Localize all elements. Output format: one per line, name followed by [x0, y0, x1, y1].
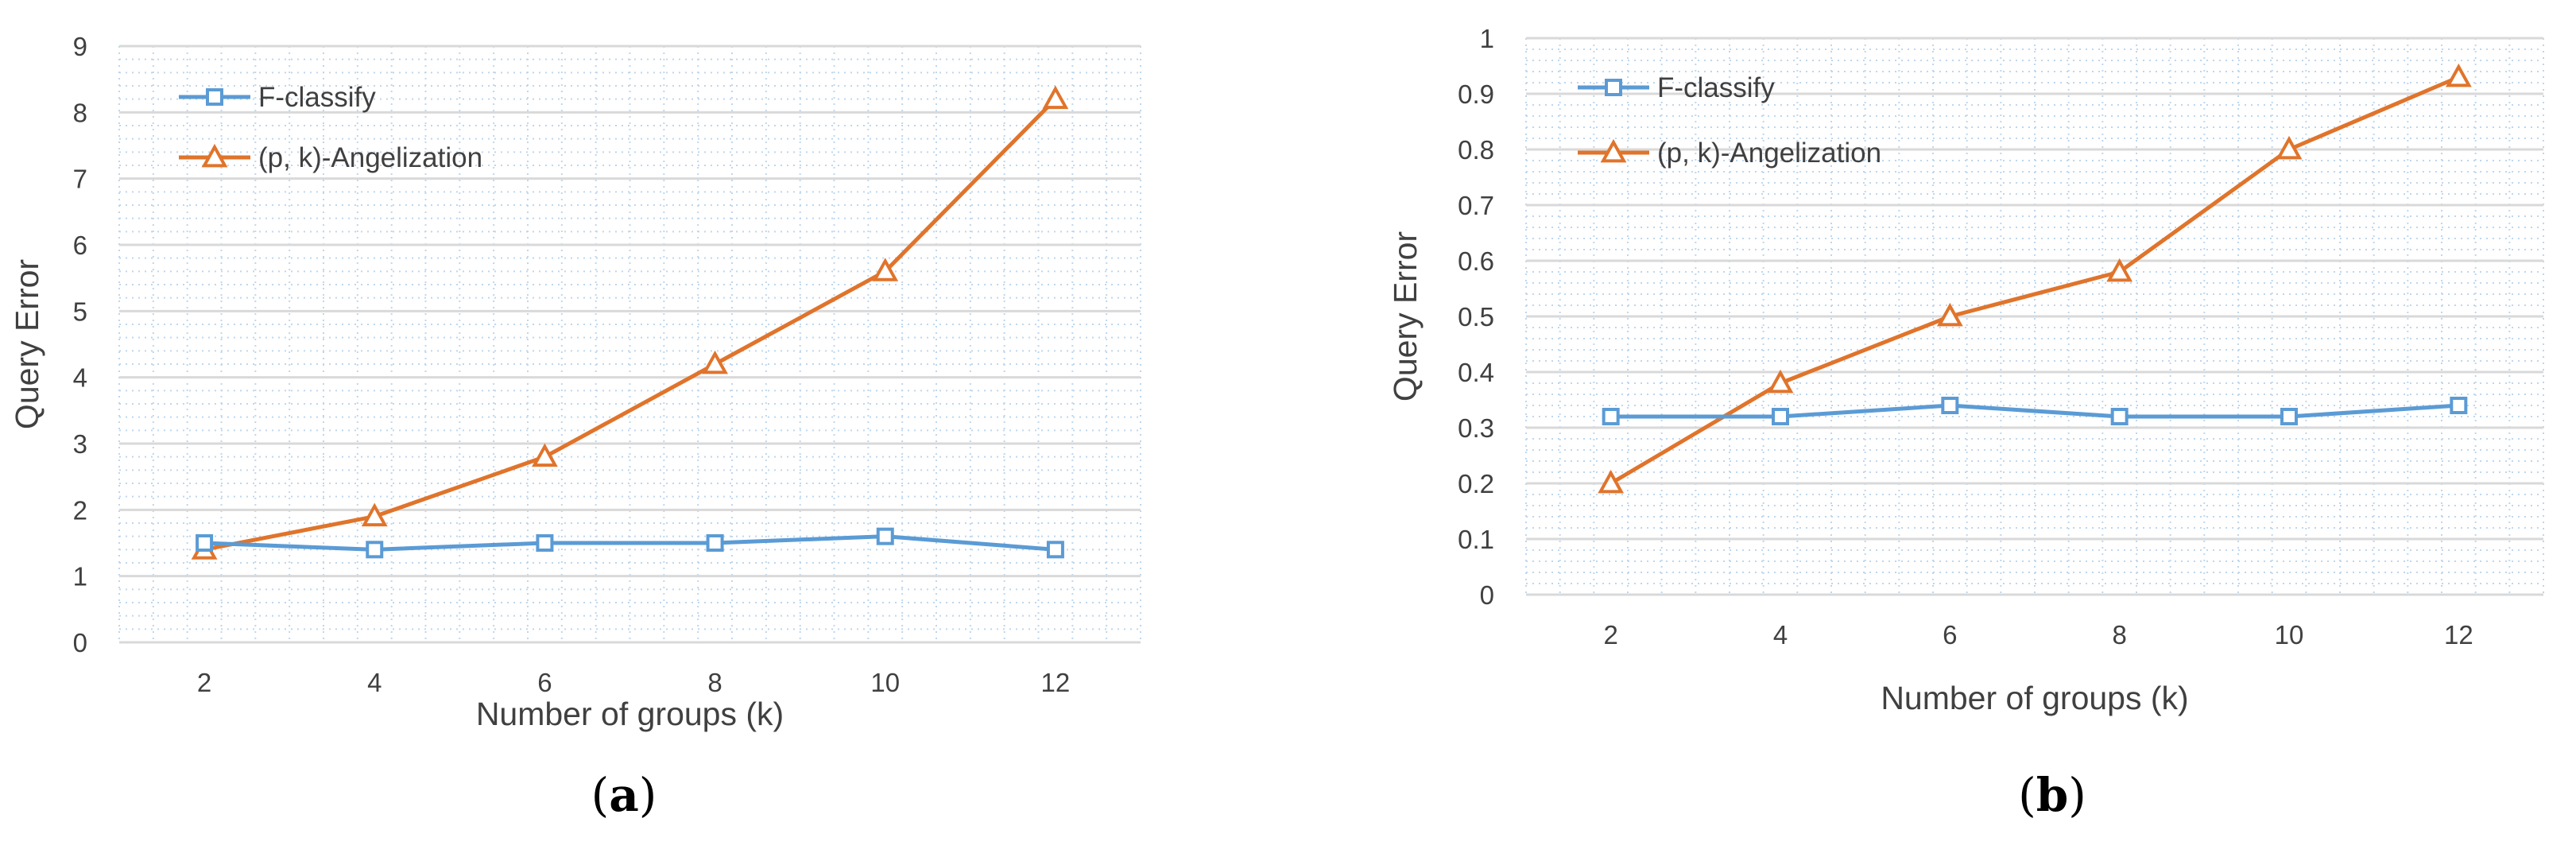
major-grid: [119, 45, 1141, 578]
y-tick-label: 0.4: [1458, 358, 1494, 387]
series-angelization: [191, 85, 1069, 560]
series-line: [203, 97, 1057, 552]
x-tick-label: 4: [367, 668, 382, 697]
legend: F-classify (p, k)-Angelization: [179, 82, 482, 173]
legend-item: (p, k)-Angelization: [179, 142, 482, 173]
y-tick-label: 1: [73, 562, 87, 591]
data-point: [2110, 408, 2129, 425]
x-tick-label: 6: [537, 668, 552, 697]
data-point: [1941, 397, 1959, 414]
y-tick-label: 9: [73, 32, 87, 61]
data-point: [1767, 369, 1794, 394]
y-tick-label: 5: [73, 297, 87, 326]
legend-marker: [206, 88, 223, 106]
x-tick-label: 2: [197, 668, 211, 697]
data-point: [706, 534, 724, 552]
minor-grid: [118, 45, 1141, 643]
series-line: [1610, 75, 2460, 486]
x-tick-label: 8: [2112, 620, 2126, 650]
legend: F-classify (p, k)-Angelization: [1578, 72, 1881, 169]
data-point: [196, 534, 214, 552]
legend-label: (p, k)-Angelization: [1657, 138, 1881, 169]
legend-marker: [201, 143, 228, 168]
x-axis-title: Number of groups (k): [476, 696, 784, 732]
y-tick-label: 0.7: [1458, 191, 1494, 220]
legend-label: F-classify: [1657, 72, 1775, 103]
y-tick-label: 0.6: [1458, 246, 1494, 276]
legend-label: (p, k)-Angelization: [258, 142, 482, 173]
y-tick-label: 0: [73, 628, 87, 657]
data-point: [2106, 258, 2133, 282]
panel-letter: a: [609, 768, 639, 822]
data-point: [1598, 469, 1625, 494]
data-point: [1042, 85, 1069, 110]
panel-label: (b): [2018, 768, 2086, 822]
series-f-classify: [196, 527, 1064, 559]
x-axis-title: Number of groups (k): [1881, 680, 2188, 716]
y-tick-label: 7: [73, 165, 87, 194]
data-point: [1772, 408, 1789, 425]
data-point: [536, 534, 554, 552]
data-point: [1602, 408, 1620, 425]
x-tick-label: 6: [1943, 620, 1957, 650]
panel-letter: b: [2036, 768, 2069, 822]
x-tick-label: 12: [2444, 620, 2473, 650]
y-tick-label: 2: [73, 495, 87, 525]
data-point: [2450, 397, 2468, 414]
x-tick-label: 8: [707, 668, 722, 697]
data-point: [702, 350, 728, 374]
series-line: [203, 534, 1056, 552]
y-tick-label: 4: [73, 363, 87, 393]
data-point: [2280, 408, 2298, 425]
data-point: [532, 443, 558, 467]
data-point: [2276, 135, 2303, 160]
legend-label: F-classify: [258, 82, 376, 113]
data-point: [1936, 302, 1963, 327]
x-tick-label: 10: [2275, 620, 2304, 650]
y-tick-label: 8: [73, 98, 87, 127]
data-point: [876, 527, 894, 545]
x-tick-label: 10: [870, 668, 900, 697]
data-point: [872, 258, 899, 281]
series-line: [1610, 403, 2459, 419]
y-tick-label: 6: [73, 231, 87, 260]
data-point: [361, 502, 388, 527]
series-angelization: [1598, 63, 2472, 494]
y-axis-title: Query Error: [1387, 231, 1424, 401]
y-tick-label: 0.1: [1458, 525, 1494, 554]
legend-item: F-classify: [179, 82, 376, 113]
y-tick-label: 0.3: [1458, 413, 1494, 443]
x-tick-label: 2: [1603, 620, 1617, 650]
y-tick-label: 0.2: [1458, 469, 1494, 498]
major-grid: [1526, 37, 2543, 541]
y-tick-label: 0: [1480, 580, 1494, 610]
y-tick-label: 0.8: [1458, 135, 1494, 165]
x-tick-label: 4: [1773, 620, 1788, 650]
panel-label: (a): [591, 768, 657, 822]
chart-b: 00.10.20.30.40.50.60.70.80.912 4 6 8 10 12Num…: [1387, 24, 2544, 822]
legend-marker: [1600, 138, 1627, 163]
x-tick-label: 12: [1041, 668, 1071, 697]
series-f-classify: [1602, 397, 2468, 425]
legend-item: (p, k)-Angelization: [1578, 138, 1881, 169]
data-point: [1046, 541, 1064, 559]
y-tick-label: 0.9: [1458, 79, 1494, 109]
y-tick-label: 0.5: [1458, 302, 1494, 332]
y-axis-title: Query Error: [9, 259, 45, 429]
data-point: [366, 541, 384, 559]
y-tick-label: 1: [1480, 24, 1494, 53]
data-point: [2445, 63, 2472, 87]
y-tick-label: 3: [73, 429, 87, 459]
legend-item: F-classify: [1578, 72, 1775, 103]
legend-marker: [1605, 79, 1622, 96]
